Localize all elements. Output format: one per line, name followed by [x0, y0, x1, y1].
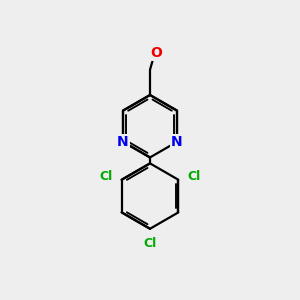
Text: O: O: [150, 46, 162, 60]
Text: N: N: [171, 135, 183, 149]
Text: Cl: Cl: [187, 170, 200, 183]
Text: Cl: Cl: [143, 236, 157, 250]
Text: N: N: [117, 135, 129, 149]
Text: Cl: Cl: [100, 170, 113, 183]
